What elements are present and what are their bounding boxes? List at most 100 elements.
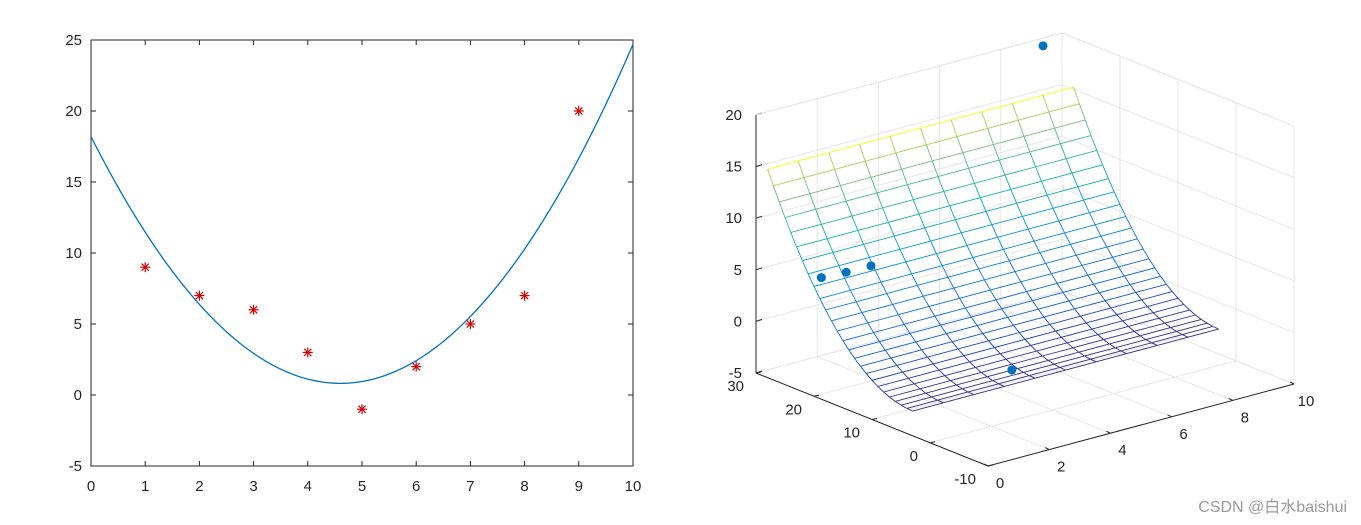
- surface-mesh-line: [1042, 347, 1074, 357]
- y-tick-label: 25: [65, 32, 82, 49]
- surface-mesh-line: [985, 202, 1017, 212]
- z-tick-label: 10: [725, 210, 742, 227]
- surface-mesh-line: [876, 192, 884, 209]
- surface-mesh-line: [909, 333, 917, 343]
- surface-mesh-line: [1062, 283, 1094, 293]
- surface-mesh-line: [882, 199, 914, 209]
- surface-mesh-line: [871, 380, 879, 387]
- surface-mesh-line: [1004, 174, 1012, 190]
- scatter-fit-plot: 0 1 2 3 4 5 6 7 8 9 10 -5 0 5 10 15 20 25: [65, 32, 641, 495]
- surface-mesh-line: [1110, 307, 1118, 316]
- x-tick-label: 8: [520, 478, 528, 495]
- surface-mesh-line: [917, 285, 924, 297]
- surface-mesh-line: [1170, 327, 1177, 332]
- surface-mesh-line: [971, 308, 1002, 318]
- surface-mesh-line: [1141, 291, 1173, 301]
- surface-mesh-line: [1116, 314, 1123, 322]
- surface-mesh-line: [925, 144, 933, 162]
- surface-mesh-line: [1103, 339, 1110, 345]
- surface-mesh-line: [1187, 328, 1219, 338]
- surface-mesh-line: [1002, 249, 1010, 261]
- y-tick-mark: [813, 394, 820, 397]
- surface-mesh-line: [784, 217, 792, 233]
- surface-mesh-line: [1177, 298, 1185, 305]
- surface-mesh-line: [796, 246, 803, 261]
- surface-mesh-line: [1083, 191, 1115, 201]
- surface-mesh-line: [944, 366, 976, 377]
- surface-mesh-line: [1093, 275, 1125, 285]
- surface-mesh-line: [865, 373, 873, 381]
- surface-mesh-line: [1011, 363, 1018, 369]
- surface-mesh-line: [930, 240, 937, 254]
- surface-mesh-line: [1129, 275, 1161, 285]
- surface-mesh-line: [950, 119, 958, 137]
- surface-mesh-line: [946, 325, 978, 335]
- surface-mesh-line: [954, 219, 962, 234]
- surface-mesh-line: [1005, 350, 1037, 360]
- surface-mesh-line: [892, 295, 924, 305]
- surface-plot: 0 2 4 6 8 10 -10 0 10 20 30-5 0 5 10 15 20: [725, 32, 1314, 492]
- surface-mesh-line: [962, 152, 970, 169]
- surface-mesh-line: [772, 185, 780, 203]
- surface-mesh-line: [778, 201, 786, 218]
- surface-mesh-line: [968, 168, 975, 184]
- surface-mesh-line: [1142, 248, 1150, 259]
- surface-mesh-line: [947, 268, 979, 278]
- surface-mesh-line: [1061, 328, 1093, 338]
- surface-mesh-line: [1134, 322, 1165, 332]
- surface-mesh-line: [1176, 330, 1183, 335]
- surface-mesh-line: [1145, 339, 1152, 344]
- surface-mesh-line: [970, 316, 978, 326]
- surface-mesh-line: [957, 340, 989, 350]
- surface-mesh-line: [1145, 330, 1177, 341]
- data-point-marker: [194, 290, 205, 301]
- surface-mesh-line: [1166, 283, 1173, 292]
- surface-mesh-line: [1042, 355, 1049, 361]
- surface-mesh-line: [978, 268, 985, 281]
- surface-mesh-line: [955, 211, 987, 221]
- surface-mesh-line: [1009, 252, 1040, 262]
- surface-mesh-line: [1060, 135, 1092, 145]
- surface-mesh-line: [1157, 336, 1189, 346]
- surface-mesh-line: [959, 298, 966, 309]
- y-tick-mark: [987, 464, 994, 467]
- surface-mesh-line: [940, 324, 947, 334]
- surface-mesh-line: [1088, 212, 1096, 225]
- surface-mesh-line: [826, 238, 834, 253]
- surface-mesh-line: [999, 151, 1030, 161]
- data-point-marker: [302, 347, 313, 358]
- surface-mesh-line: [1128, 326, 1135, 332]
- surface-mesh-line: [1164, 322, 1171, 328]
- surface-mesh-line: [917, 276, 949, 286]
- surface-mesh-line: [905, 253, 937, 263]
- surface-mesh-line: [1047, 186, 1078, 196]
- surface-mesh-line: [1030, 345, 1037, 352]
- surface-mesh-line: [854, 358, 861, 367]
- surface-mesh-line: [1016, 194, 1048, 204]
- surface-mesh-line: [1023, 371, 1030, 376]
- x-tick-label: 4: [1118, 442, 1126, 459]
- surface-mesh-line: [870, 168, 902, 178]
- surface-mesh-line: [1120, 350, 1127, 355]
- surface-mesh-line: [949, 205, 956, 220]
- surface-mesh-line: [1049, 315, 1081, 325]
- data-point-marker: [140, 262, 151, 273]
- surface-mesh-line: [894, 227, 925, 237]
- surface-mesh-line: [819, 298, 827, 311]
- surface-mesh-line: [998, 159, 1006, 176]
- surface-mesh-line: [1013, 324, 1020, 333]
- surface-mesh-line: [1022, 207, 1054, 217]
- surface-mesh-line: [985, 211, 993, 225]
- surface-mesh-line: [981, 363, 1012, 373]
- surface-mesh-line: [1023, 136, 1031, 153]
- surface-mesh-line: [849, 290, 857, 302]
- surface-mesh-line: [1090, 358, 1097, 363]
- surface-mesh-line: [934, 307, 966, 317]
- surface-mesh-line: [915, 341, 922, 351]
- surface-mesh-line: [851, 215, 859, 231]
- data-point-marker: [1007, 365, 1017, 375]
- surface-mesh-line: [875, 261, 906, 271]
- surface-mesh-line: [857, 221, 889, 231]
- surface-mesh-line: [831, 320, 838, 332]
